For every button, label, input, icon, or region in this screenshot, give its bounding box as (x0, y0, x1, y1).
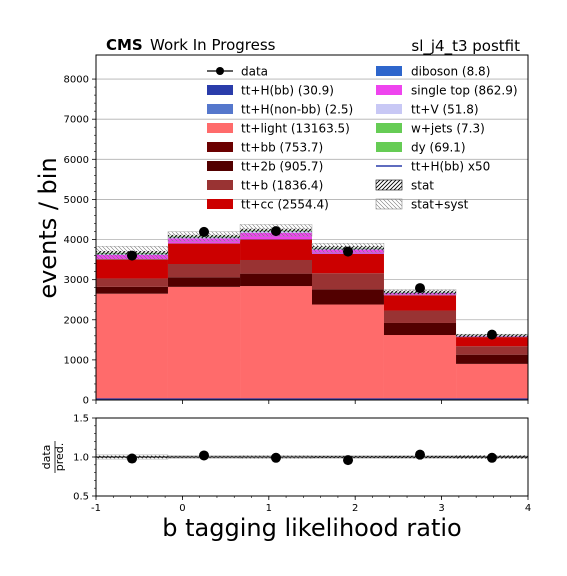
ratio-point (415, 449, 425, 460)
legend-label: single top (862.9) (411, 84, 518, 98)
x-tick-label: 0 (179, 503, 185, 514)
legend-hatch-swatch (375, 179, 403, 191)
stack-bar (240, 273, 312, 287)
stack-bar (240, 286, 312, 400)
stack-bar (312, 304, 384, 400)
stack-bar (383, 335, 457, 400)
y-tick-label: 7000 (64, 115, 89, 126)
ratio-y-label-bottom: pred. (53, 443, 66, 472)
legend-swatch (207, 142, 233, 152)
ratio-y-tick-label: 0.5 (73, 492, 89, 503)
legend-swatch (376, 142, 402, 152)
stack-bar (167, 286, 241, 400)
ratio-y-tick-label: 1.5 (73, 414, 89, 425)
ratio-point (199, 450, 209, 461)
y-tick-label: 8000 (64, 75, 89, 86)
stack-bar (383, 295, 457, 311)
stack-bar (96, 259, 168, 279)
legend-label: tt+bb (753.7) (241, 141, 323, 155)
ratio-plot-panel: 0.5 1.0 1.5 -1 0 1 2 3 4 (73, 414, 531, 515)
legend-label: tt+b (1836.4) (241, 179, 323, 193)
legend-label: tt+2b (905.7) (241, 160, 323, 174)
x-tick-label: 4 (525, 503, 531, 514)
legend-label: diboson (8.8) (411, 65, 490, 79)
ratio-point (343, 455, 354, 466)
legend-label: stat+syst (411, 198, 469, 212)
x-tick-label: -1 (91, 503, 101, 514)
main-frame (95, 54, 529, 401)
stack-bar (240, 259, 312, 274)
x-axis-label: b tagging likelihood ratio (162, 514, 461, 542)
x-tick-label: 1 (266, 503, 272, 514)
legend-swatch (376, 85, 402, 95)
y-tick-label: 0 (83, 396, 89, 407)
legend-swatch (207, 180, 233, 190)
legend-label: data (241, 65, 268, 79)
legend: data tt+H(bb) (30.9) tt+H(non-bb) (2.5) tt+… (207, 65, 518, 212)
work-in-progress-label: Work In Progress (150, 36, 276, 54)
ratio-point (127, 453, 138, 464)
legend-label: tt+cc (2554.4) (241, 198, 329, 212)
legend-swatch (207, 85, 233, 95)
legend-label: tt+H(non-bb) (2.5) (241, 103, 353, 117)
stack-bar (383, 310, 457, 323)
data-point (486, 329, 497, 340)
ratio-frame (95, 417, 529, 497)
x-tick-label: 3 (438, 503, 444, 514)
y-tick-label: 5000 (64, 195, 89, 206)
y-tick-label: 2000 (64, 315, 89, 326)
legend-label: tt+light (13163.5) (241, 122, 350, 136)
data-point (199, 226, 209, 237)
main-plot-panel: 0 1000 2000 3000 4000 5000 6000 7000 8000 (64, 54, 529, 407)
y-axis-label: events / bin (34, 157, 62, 298)
stack-bar (167, 264, 241, 278)
legend-swatch (376, 104, 402, 114)
data-point (270, 226, 281, 237)
x-tick-label: 2 (352, 503, 358, 514)
stack-bar (96, 286, 168, 294)
legend-hatch-swatch (375, 198, 403, 210)
ratio-point (270, 452, 281, 463)
ratio-y-tick-label: 1.0 (73, 453, 89, 464)
legend-label: tt+V (51.8) (411, 103, 479, 117)
y-tick-label: 6000 (64, 155, 89, 166)
legend-swatch (207, 199, 233, 209)
stack-bar (240, 239, 312, 260)
legend-swatch (207, 104, 233, 114)
stack-bar (312, 289, 384, 305)
legend-label: w+jets (7.3) (411, 122, 485, 136)
ratio-point (486, 452, 497, 463)
legend-label: stat (411, 179, 434, 193)
legend-label: dy (69.1) (411, 141, 466, 155)
stack-bar (312, 273, 384, 290)
data-point (127, 250, 138, 261)
ratio-y-label-top: data (40, 445, 53, 470)
cms-label: CMS (106, 36, 143, 54)
legend-data-marker (216, 67, 224, 75)
y-tick-label: 3000 (64, 275, 89, 286)
channel-label: sl_j4_t3 postfit (411, 37, 520, 56)
data-point (415, 283, 425, 294)
stack-bar (312, 253, 384, 274)
stack-bar (167, 243, 241, 265)
y-tick-label: 4000 (64, 235, 89, 246)
stack-bar (456, 354, 528, 364)
stack-bar (456, 363, 528, 400)
legend-swatch (376, 66, 402, 76)
legend-label: tt+H(bb) (30.9) (241, 84, 334, 98)
y-tick-label: 1000 (64, 355, 89, 366)
stack-bar (456, 346, 528, 355)
legend-label: tt+H(bb) x50 (411, 160, 490, 174)
stack-bar (96, 278, 168, 287)
stack-bar (456, 337, 528, 347)
legend-swatch (207, 123, 233, 133)
legend-swatch (207, 161, 233, 171)
stack-bar (383, 322, 457, 336)
legend-swatch (376, 123, 402, 133)
stack-bar (167, 277, 241, 287)
stack-bar (96, 293, 168, 400)
data-point (343, 246, 354, 257)
